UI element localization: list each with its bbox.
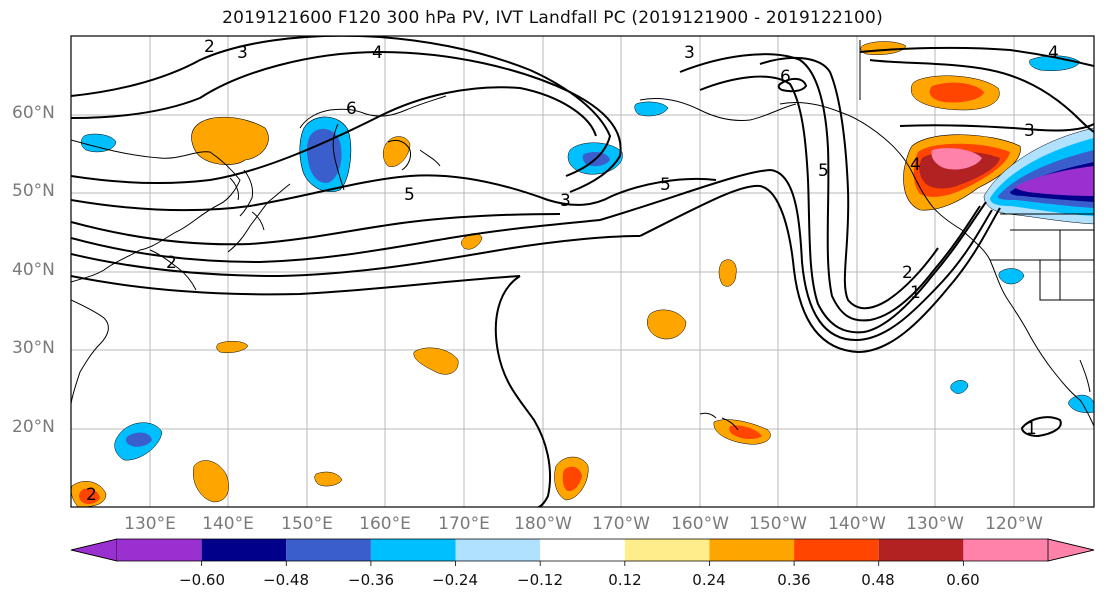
colorbar-swatch — [709, 539, 795, 561]
map-panel: 2 3 4 5 6 2 3 5 6 5 4 3 4 2 1 1 3 2 — [71, 36, 1094, 507]
contour-label: 3 — [237, 43, 248, 63]
lon-label: 130°W — [906, 514, 964, 534]
colorbar-swatch — [794, 539, 879, 561]
contour-label: 6 — [346, 99, 357, 119]
colorbar-tick-label: −0.36 — [348, 571, 394, 589]
lon-label: 170°E — [438, 514, 490, 534]
lon-label: 160°W — [671, 514, 729, 534]
colorbar-swatch — [963, 539, 1048, 561]
contour-label: 5 — [818, 161, 829, 181]
colorbar-outline — [70, 538, 1095, 562]
colorbar-swatch — [455, 539, 541, 561]
lon-label: 180°W — [514, 514, 572, 534]
colorbar-tick-label: 0.60 — [946, 571, 980, 589]
lon-label: 140°E — [202, 514, 254, 534]
colorbar-extend-min — [70, 538, 118, 562]
contour-label: 4 — [372, 43, 383, 63]
coastlines — [71, 40, 1094, 431]
contour-label: 2 — [166, 253, 177, 273]
colorbar-tick-label: 0.48 — [861, 571, 895, 589]
lat-label: 30°N — [12, 338, 55, 358]
contour-label: 1 — [910, 283, 921, 303]
contour-label: 3 — [560, 191, 571, 211]
colorbar-swatch — [117, 539, 202, 561]
colorbar-tick-label: 0.24 — [692, 571, 726, 589]
contour-label: 4 — [910, 155, 921, 175]
colorbar-tick-label: −0.48 — [263, 571, 309, 589]
colorbar-tick-label: −0.12 — [517, 571, 563, 589]
colorbar-tick-label: 0.36 — [777, 571, 811, 589]
colorbar-swatch — [370, 539, 456, 561]
lat-label: 50°N — [12, 181, 55, 201]
map-title: 2019121600 F120 300 hPa PV, IVT Landfall… — [222, 8, 883, 28]
lon-label: 120°W — [985, 514, 1043, 534]
lon-label: 150°E — [281, 514, 333, 534]
colorbar-swatch — [624, 539, 710, 561]
lon-label: 170°W — [592, 514, 650, 534]
contour-labels: 2 3 4 5 6 2 3 5 6 5 4 3 4 2 1 1 3 2 — [86, 37, 1059, 505]
lon-label: 160°E — [359, 514, 411, 534]
colorbar-extend-max — [1047, 538, 1095, 562]
contour-label: 6 — [780, 67, 791, 87]
colorbar — [70, 538, 1095, 566]
contour-label: 3 — [684, 43, 695, 63]
contour-label: 5 — [404, 185, 415, 205]
lon-label: 140°W — [828, 514, 886, 534]
lon-label: 130°E — [124, 514, 176, 534]
colorbar-tick-label: −0.60 — [179, 571, 225, 589]
contour-label: 4 — [1048, 43, 1059, 63]
lat-label: 60°N — [12, 103, 55, 123]
contour-label: 3 — [1024, 121, 1035, 141]
contour-label: 2 — [86, 485, 97, 505]
contour-label: 2 — [902, 263, 913, 283]
colorbar-swatch — [201, 539, 287, 561]
contour-label: 5 — [660, 175, 671, 195]
contour-label: 2 — [204, 37, 215, 57]
colorbar-swatch — [540, 539, 625, 561]
contour-label: 1 — [1026, 419, 1037, 439]
colorbar-tick-label: −0.24 — [432, 571, 478, 589]
lat-label: 40°N — [12, 260, 55, 280]
colorbar-swatch — [286, 539, 371, 561]
contours — [71, 36, 1094, 507]
lat-label: 20°N — [12, 417, 55, 437]
map-frame — [70, 35, 1095, 508]
lon-label: 150°W — [749, 514, 807, 534]
colorbar-tick-label: 0.12 — [608, 571, 642, 589]
colorbar-swatch — [878, 539, 964, 561]
